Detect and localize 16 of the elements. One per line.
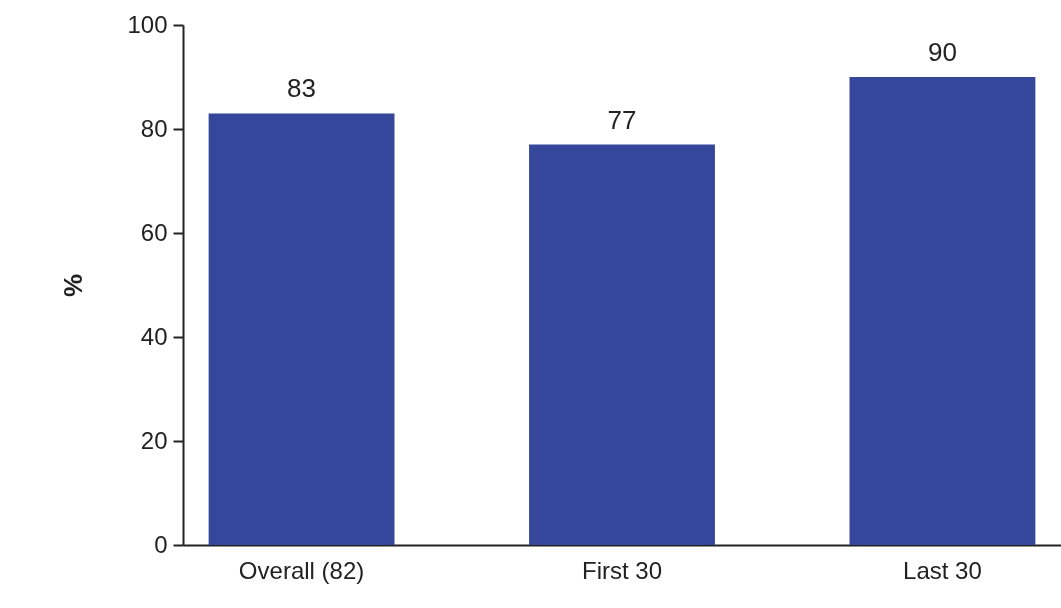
y-tick-label: 0: [154, 530, 168, 558]
bar: [529, 144, 715, 545]
x-tick-label: Last 30: [903, 556, 982, 584]
bar: [208, 113, 395, 545]
x-tick-label: First 30: [581, 556, 663, 584]
y-tick-label: 100: [127, 10, 168, 38]
y-tick-label: 40: [140, 322, 168, 350]
data-label: 90: [927, 37, 957, 67]
y-axis-title: %: [58, 273, 89, 298]
data-label: 83: [287, 73, 317, 104]
data-label: 77: [607, 104, 637, 135]
x-tick-label: Overall (82): [238, 556, 365, 584]
y-tick-label: 60: [140, 218, 168, 246]
bar: [849, 77, 1036, 545]
y-tick-label: 80: [140, 114, 168, 142]
y-tick-label: 20: [140, 426, 168, 454]
